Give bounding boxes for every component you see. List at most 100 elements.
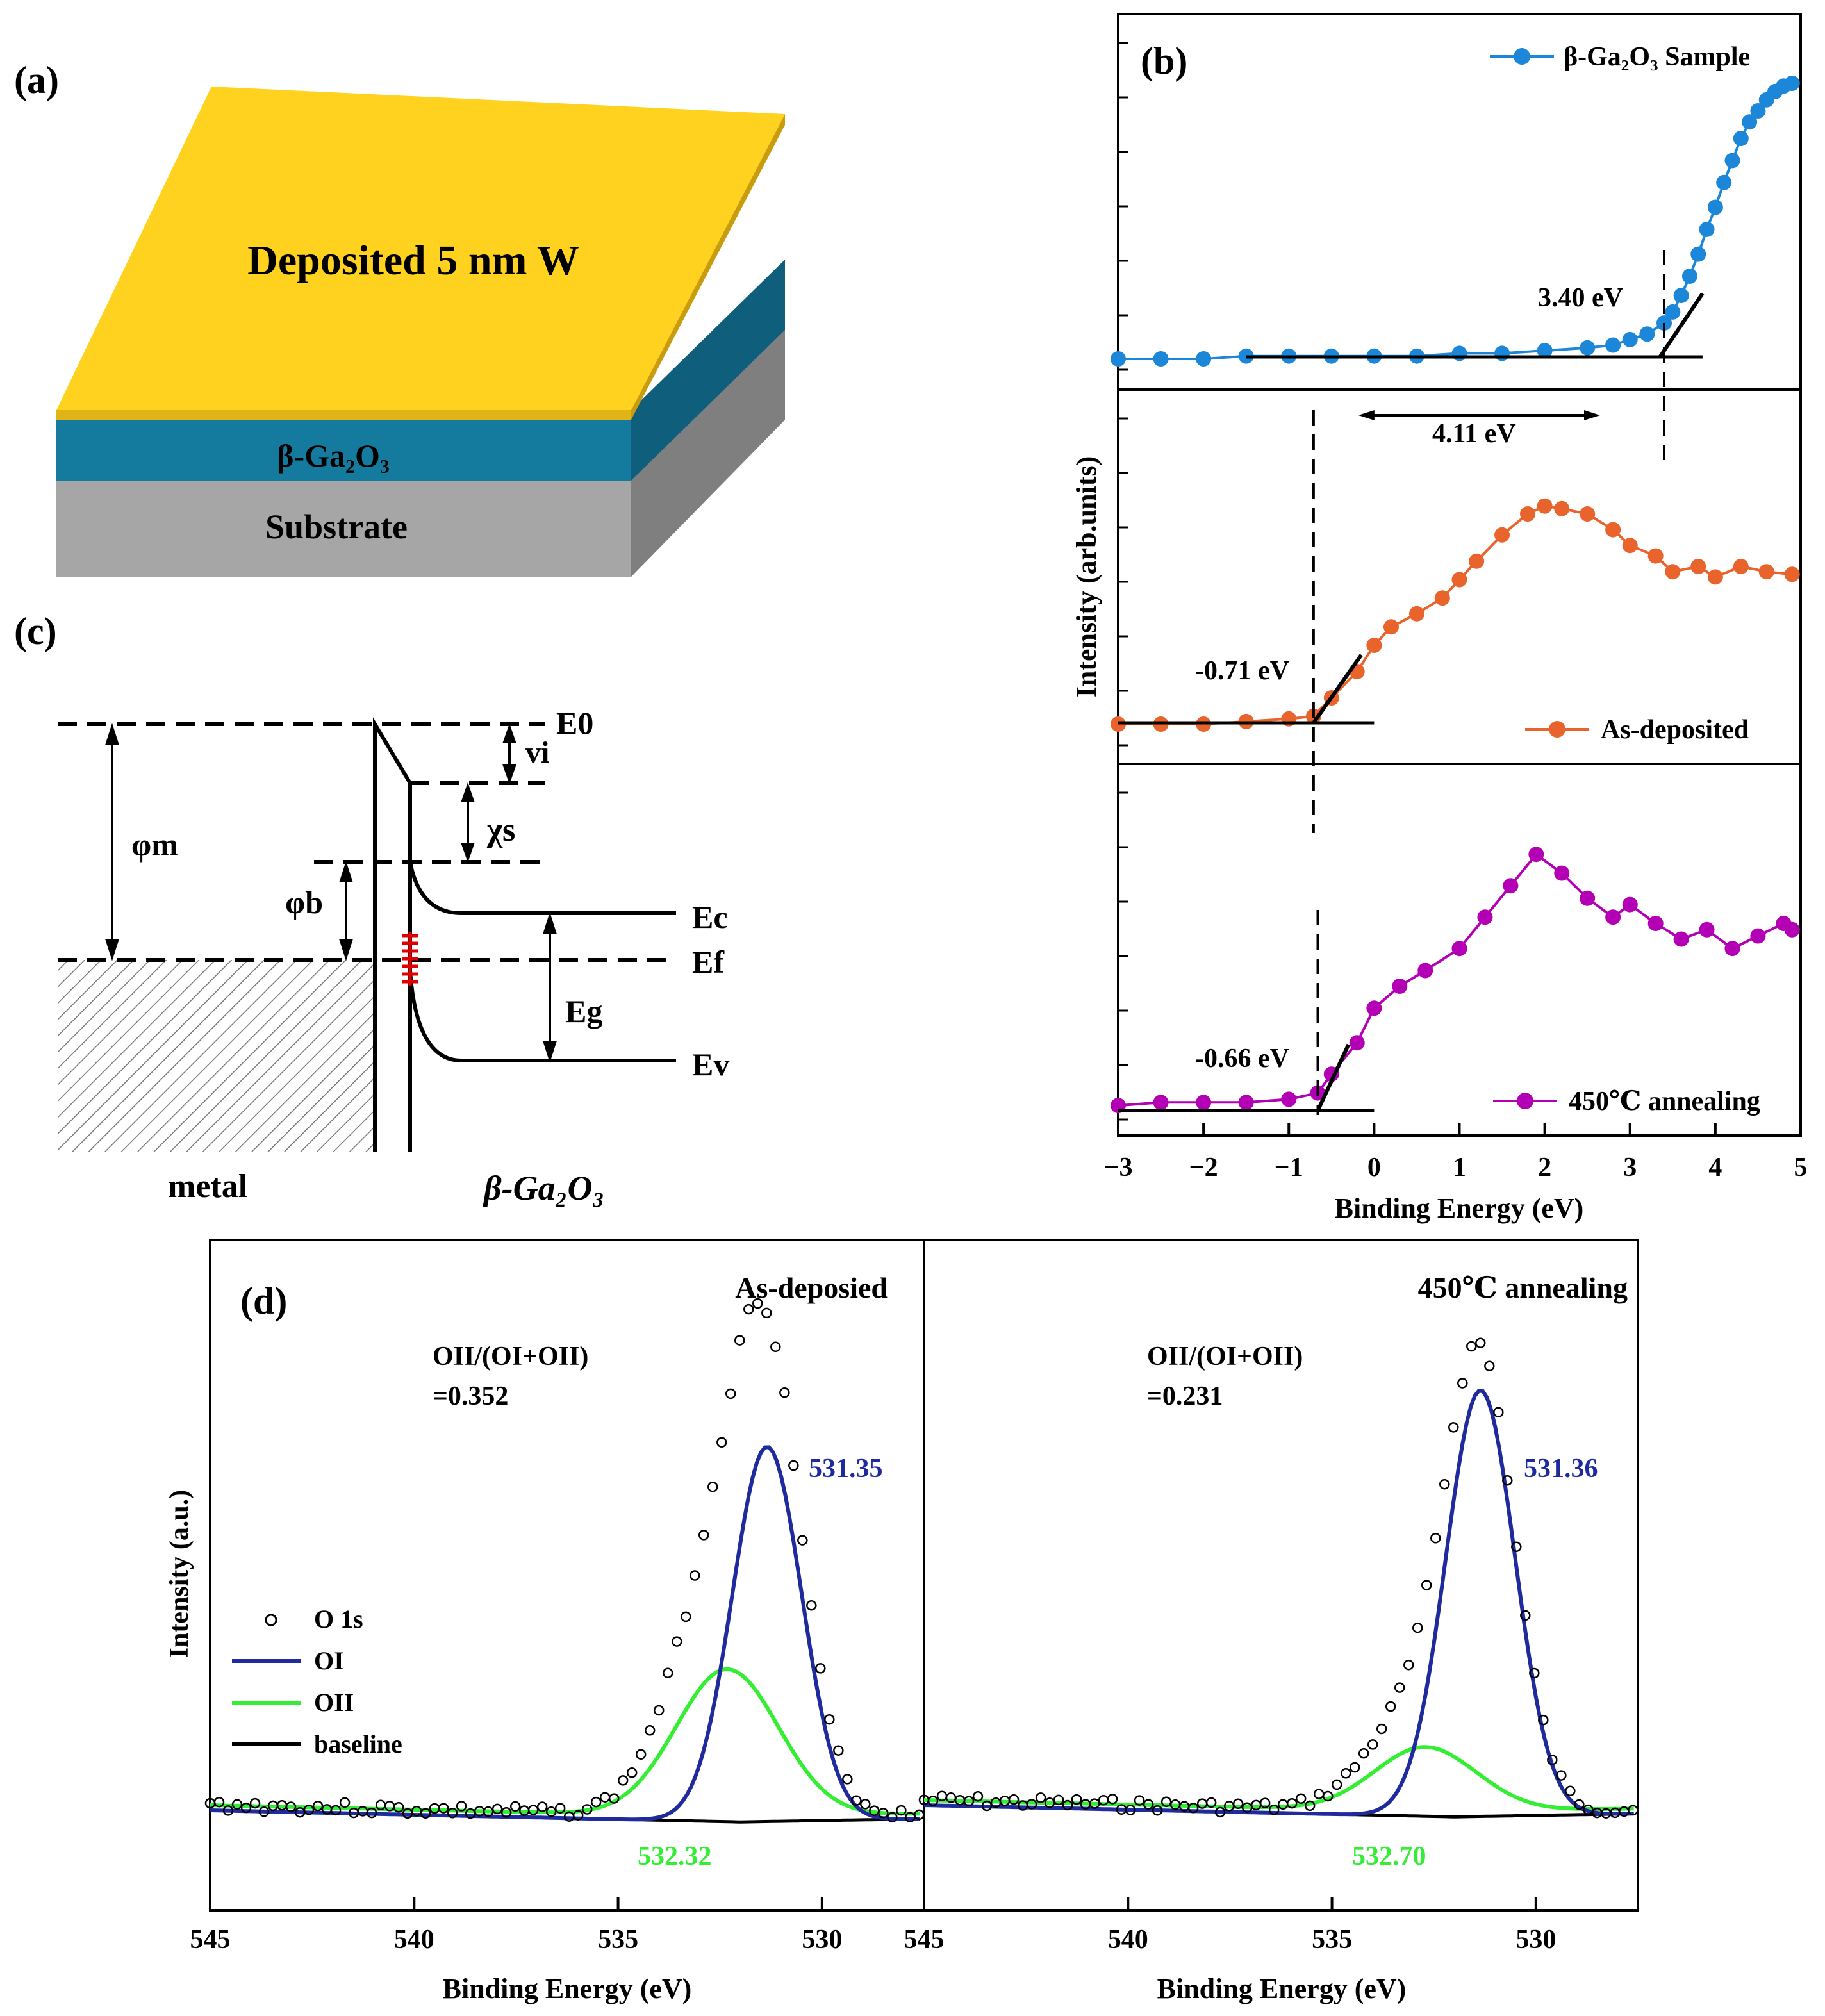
- d-ylabel: Intensity (a.u.): [165, 1490, 194, 1658]
- ev-curve: [408, 970, 676, 1062]
- ev-label: Ev: [692, 1046, 729, 1082]
- b-data-point: [1528, 847, 1544, 863]
- b-data-point: [1750, 928, 1766, 944]
- d-left-peak-oii: 532.32: [638, 1842, 712, 1871]
- d-o1s-point: [1430, 1533, 1441, 1544]
- d-o1s-point: [527, 1805, 539, 1815]
- d-o1s-point: [1583, 1804, 1594, 1815]
- d-o1s-point: [1349, 1762, 1360, 1773]
- b-xtick-label: −3: [1104, 1153, 1133, 1182]
- d-legend-baseline: baseline: [314, 1730, 402, 1758]
- b-data-point: [1605, 909, 1621, 925]
- b-data-point: [1366, 638, 1382, 653]
- d-o1s-point: [981, 1800, 993, 1812]
- d-oii-curve: [210, 1667, 920, 1816]
- d-o1s-point: [1044, 1797, 1055, 1808]
- b-data-point: [1111, 351, 1126, 367]
- d-o1s-point: [1205, 1797, 1217, 1808]
- d-o1s-point: [972, 1791, 984, 1802]
- d-left-title: As-deposied: [735, 1271, 888, 1304]
- d-o1s-point: [312, 1800, 324, 1812]
- b-slope-fit-1: [1658, 292, 1705, 358]
- d-xtick-label: 545: [904, 1925, 945, 1954]
- b-data-point: [1196, 351, 1212, 367]
- d-o1s-point: [1313, 1789, 1325, 1799]
- b-data-point: [1477, 909, 1493, 925]
- d-o1s-point: [1394, 1682, 1405, 1693]
- d-o1s-point: [1143, 1799, 1154, 1810]
- d-o1s-point: [608, 1793, 620, 1804]
- panel-a: (a) Deposited 5 nm W β-Ga₂O₃ Substrate: [14, 59, 785, 577]
- d-o1s-point: [285, 1801, 297, 1812]
- d-right-peak-oii: 532.70: [1352, 1842, 1426, 1871]
- d-o1s-point: [1457, 1378, 1468, 1389]
- b-annot-066: -0.66 eV: [1195, 1044, 1289, 1073]
- b-xtick-label: 3: [1623, 1153, 1637, 1182]
- d-o1s-point: [303, 1805, 315, 1815]
- b-data-point: [1494, 345, 1510, 361]
- ga2o3-front: [56, 410, 631, 481]
- d-o1s-point: [1358, 1747, 1369, 1759]
- d-o1s-point: [1502, 1475, 1513, 1486]
- b-data-point: [1605, 337, 1621, 353]
- d-o1s-point: [1008, 1794, 1020, 1805]
- d-left-peak-oi: 531.35: [809, 1454, 883, 1483]
- d-right-title: 450℃ annealing: [1418, 1271, 1628, 1304]
- d-o1s-point: [1187, 1803, 1199, 1814]
- ef-label: Ef: [692, 944, 725, 980]
- d-o1s-point: [1107, 1794, 1118, 1805]
- ga2o3-layer-label: β-Ga₂O₃: [277, 438, 390, 474]
- b-data-point: [1707, 569, 1723, 585]
- ga2o3-side: [631, 260, 785, 481]
- d-o1s-point: [671, 1636, 682, 1647]
- d-o1s-point: [1367, 1739, 1378, 1750]
- d-o1s-point: [1322, 1790, 1334, 1802]
- b-data-point: [1665, 564, 1681, 580]
- b-data-point: [1537, 343, 1553, 359]
- b-data-point: [1733, 131, 1749, 146]
- d-legend-oii: OII: [314, 1688, 354, 1717]
- d-o1s-point: [590, 1796, 602, 1808]
- phi-m-label: φm: [131, 827, 178, 863]
- b-data-point: [1366, 1000, 1382, 1016]
- d-xtick-label: 540: [1108, 1925, 1148, 1954]
- b-legend-1-text: β-Ga₂O₃ Sample: [1564, 42, 1750, 72]
- d-o1s-point: [1421, 1580, 1432, 1590]
- d-o1s-point: [635, 1749, 647, 1760]
- d-o1s-point: [1448, 1422, 1459, 1433]
- d-o1s-point: [330, 1805, 342, 1816]
- d-o1s-point: [797, 1535, 808, 1546]
- d-o1s-point: [1565, 1785, 1576, 1797]
- d-o1s-point: [824, 1714, 835, 1725]
- b-data-point: [1665, 304, 1681, 320]
- ec-curve: [408, 861, 676, 915]
- d-o1s-point: [545, 1806, 557, 1817]
- d-xtick-label: 540: [394, 1925, 434, 1954]
- b-data-point: [1153, 1095, 1169, 1111]
- b-data-point: [1750, 103, 1766, 119]
- d-o1s-point: [1574, 1799, 1585, 1810]
- panel-d-label: (d): [240, 1280, 287, 1322]
- d-o1s-point: [653, 1705, 665, 1716]
- b-diff-arrow-head-right: [1584, 410, 1600, 420]
- d-o1s-point: [1089, 1798, 1100, 1809]
- b-data-point: [1647, 548, 1664, 564]
- d-o1s-point: [770, 1341, 781, 1353]
- d-o1s-point: [1628, 1805, 1639, 1816]
- b-data-point: [1699, 221, 1715, 237]
- panel-c: (c): [14, 610, 729, 1207]
- d-o1s-point: [725, 1388, 736, 1400]
- b-legend-1: β-Ga₂O₃ Sample: [1490, 42, 1750, 72]
- d-o1s-point: [447, 1808, 458, 1819]
- b-ylabel: Intensity (arb.units): [1071, 456, 1102, 698]
- d-o1s-point: [240, 1802, 252, 1814]
- d-xtick-label: 530: [802, 1925, 842, 1954]
- b-data-point: [1622, 331, 1638, 347]
- d-o1s-point: [680, 1611, 691, 1623]
- d-o1s-point: [927, 1796, 939, 1806]
- d-o1s-point: [851, 1795, 862, 1806]
- eg-label: Eg: [565, 993, 602, 1029]
- d-o1s-point: [779, 1387, 790, 1398]
- d-o1s-point: [806, 1600, 817, 1611]
- d-o1s-point: [752, 1298, 763, 1309]
